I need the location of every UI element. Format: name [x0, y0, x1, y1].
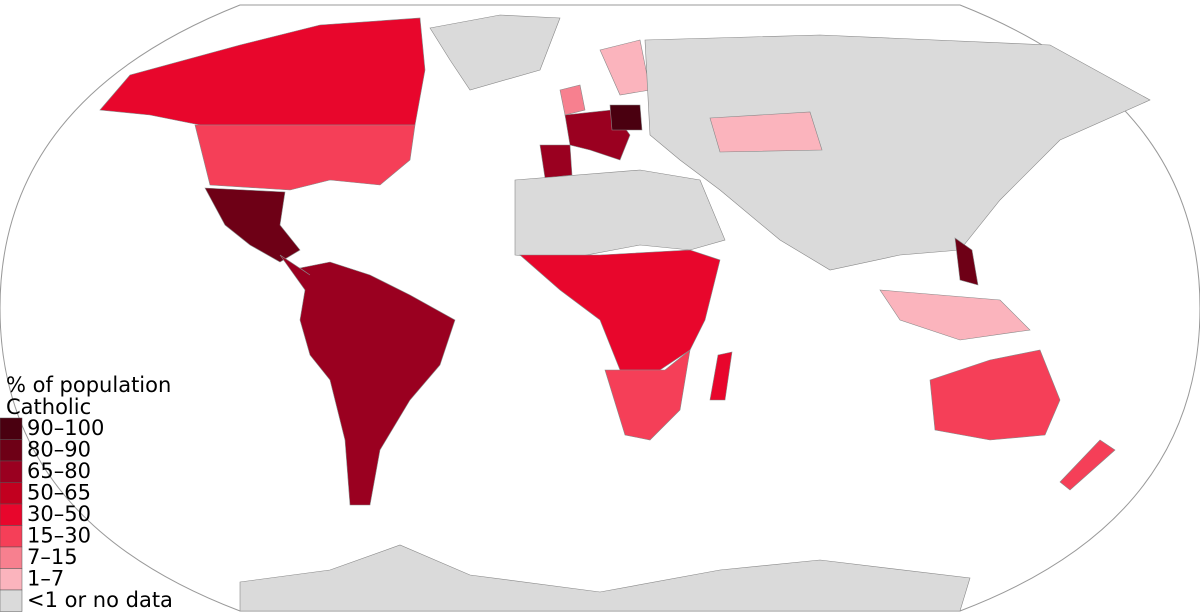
countries	[99, 14, 1151, 612]
poland	[609, 104, 643, 131]
legend-label: 30–50	[27, 502, 91, 526]
legend-label: 50–65	[27, 481, 91, 505]
iberia	[539, 144, 573, 179]
legend-label: 7–15	[27, 545, 78, 569]
legend-swatch	[0, 503, 23, 526]
legend: % of populationCatholic90–10080–9065–805…	[0, 373, 173, 612]
legend-label: 1–7	[27, 567, 64, 591]
legend-label: <1 or no data	[27, 588, 173, 612]
legend-label: 90–100	[27, 416, 104, 440]
legend-title: Catholic	[6, 395, 91, 419]
mexico	[204, 187, 301, 263]
southern-africa	[604, 349, 691, 441]
legend-title: % of population	[6, 373, 171, 397]
new-zealand	[1059, 439, 1116, 491]
britain	[559, 84, 586, 116]
legend-swatch	[0, 417, 23, 440]
legend-swatch	[0, 589, 23, 612]
legend-label: 80–90	[27, 438, 91, 462]
legend-swatch	[0, 546, 23, 569]
indonesia	[879, 289, 1031, 341]
legend-swatch	[0, 439, 23, 462]
philippines	[954, 237, 979, 286]
legend-swatch	[0, 525, 23, 548]
antarctica	[239, 544, 971, 612]
south-america	[279, 254, 456, 506]
legend-label: 15–30	[27, 524, 91, 548]
usa	[194, 124, 416, 191]
asia	[644, 34, 1151, 271]
kazakhstan	[709, 111, 823, 153]
madagascar	[709, 351, 733, 401]
legend-label: 65–80	[27, 459, 91, 483]
legend-swatch	[0, 482, 23, 505]
legend-swatch	[0, 568, 23, 591]
greenland	[429, 14, 561, 91]
australia	[929, 349, 1061, 441]
north-africa	[514, 169, 726, 261]
canada	[99, 17, 426, 126]
legend-swatch	[0, 460, 23, 483]
